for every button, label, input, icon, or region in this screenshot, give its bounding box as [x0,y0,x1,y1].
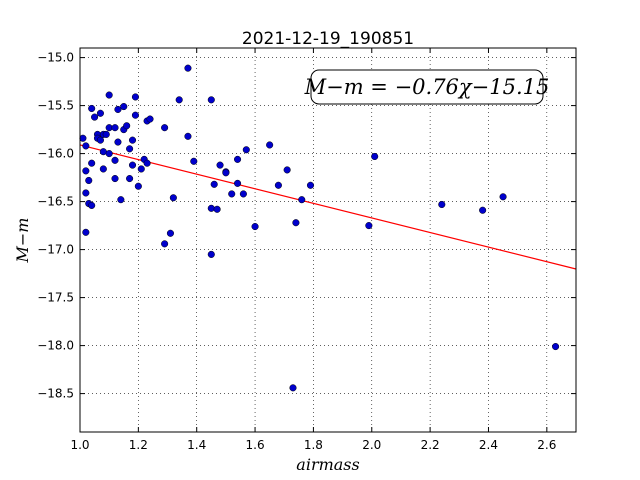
y-tick-label: −17.5 [37,291,74,305]
data-point [128,136,137,144]
data-point [126,145,134,153]
data-point [210,180,218,188]
y-tick-labels: −15.0 −15.5 −16.0 −16.5 −17.0 −17.5 −18.0 −18.5 [37,51,74,401]
y-axis-label: M−m [13,218,32,264]
data-point [228,190,236,198]
x-tick-label: 2.4 [479,438,498,452]
data-point [102,130,110,138]
data-point [479,206,487,214]
data-point [242,146,250,154]
data-point [137,165,145,173]
y-tick-label: −18.0 [37,339,74,353]
data-point [111,175,119,183]
data-point [88,201,96,209]
data-point [85,176,93,185]
data-point [79,134,87,142]
data-point [114,138,122,146]
data-point [114,105,122,113]
data-point [365,222,373,230]
data-point [298,196,306,204]
data-point [82,189,90,197]
data-point [274,181,282,189]
data-point [166,229,174,237]
data-point [438,200,446,209]
data-point [82,228,90,236]
data-point [128,161,137,169]
data-point [222,169,230,177]
x-tick-label: 1.6 [246,438,265,452]
data-points [79,64,560,392]
fit-equation: M−m = −0.76χ−15.15 [304,75,550,99]
x-tick-label: 2.2 [421,438,440,452]
data-point [207,250,215,258]
data-point [552,343,560,351]
x-tick-label: 2.0 [362,438,381,452]
data-point [134,182,142,190]
x-tick-labels: 1.0 1.2 1.4 1.6 1.8 2.0 2.2 2.4 2.6 [70,438,556,452]
data-point [120,103,128,111]
data-point [111,124,119,132]
data-point [143,159,151,167]
data-point [105,91,113,99]
y-tick-label: −18.5 [37,387,74,401]
data-point [184,132,192,140]
data-point [131,111,139,119]
x-axis-label: airmass [296,455,359,474]
data-point [499,193,507,201]
fit-line [79,144,577,270]
ticks [79,48,576,432]
data-point [111,156,119,164]
data-point [216,161,224,169]
data-point [123,122,131,130]
plot-frame [79,47,577,433]
data-point [99,165,107,173]
data-point [207,96,215,104]
data-point [117,196,125,204]
data-point [292,219,300,227]
x-tick-label: 1.0 [70,438,89,452]
chart-title: 2021-12-19_190851 [242,29,414,49]
data-point [289,384,297,392]
data-point [184,64,192,72]
data-point [126,175,134,183]
x-tick-label: 1.2 [129,438,148,452]
fit-line-layer [79,144,577,270]
data-point [234,155,242,163]
data-point [251,223,259,231]
data-point [169,194,177,202]
y-tick-label: −17.0 [37,243,74,257]
data-point [213,205,221,213]
data-point [175,96,183,104]
y-tick-label: −16.5 [37,195,74,209]
data-point [105,150,113,158]
data-point [161,124,169,132]
data-point [161,240,169,248]
x-tick-label: 2.6 [537,438,556,452]
data-point [82,142,90,150]
data-point [146,115,154,123]
y-tick-label: −15.5 [37,99,74,113]
data-point [88,104,96,113]
fit-annotation-box: M−m = −0.76χ−15.15 [304,69,550,105]
data-point [239,190,247,198]
data-point [190,157,198,165]
data-point [91,113,99,121]
data-point [371,152,379,161]
data-point [234,179,242,187]
data-point [82,167,90,175]
data-point [266,141,274,149]
x-tick-label: 1.4 [187,438,206,452]
x-tick-label: 1.8 [304,438,323,452]
data-point [306,181,315,189]
data-point [96,136,104,144]
data-point [283,166,291,174]
data-point [88,159,96,167]
y-tick-label: −16.0 [37,147,74,161]
data-point [207,204,215,212]
grid [80,48,576,432]
y-tick-label: −15.0 [37,51,74,65]
data-point [96,109,104,117]
data-point [131,93,139,101]
